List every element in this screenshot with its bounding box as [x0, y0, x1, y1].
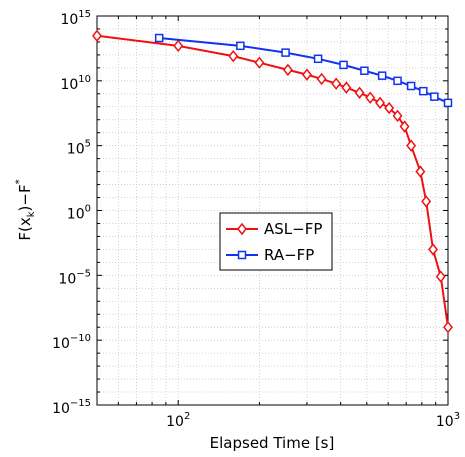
x-tick-label: 102 [166, 411, 190, 430]
data-point-ra-fp [430, 92, 439, 101]
data-point-asl-fp [331, 77, 342, 90]
legend-label-ra-fp: RA−FP [264, 246, 314, 264]
y-tick-label: 1010 [60, 74, 91, 93]
grid [96, 15, 449, 406]
x-tick-label: 103 [436, 411, 460, 430]
data-point-asl-fp [375, 96, 386, 110]
data-point-ra-fp [406, 81, 416, 91]
data-point-asl-fp [392, 109, 403, 123]
data-point-asl-fp [399, 120, 410, 133]
y-tick-label: 105 [67, 139, 91, 158]
y-tick-label: 10−5 [58, 268, 91, 287]
data-point-asl-fp [354, 86, 365, 99]
data-point-asl-fp [428, 243, 438, 256]
legend-label-asl-fp: ASL−FP [264, 220, 322, 238]
data-point-asl-fp [384, 101, 395, 115]
data-point-asl-fp [228, 49, 239, 63]
y-axis-label: F(xk)−F* [14, 179, 37, 240]
legend-marker-ra-fp [237, 250, 247, 260]
x-tick-labels: 102 103 [166, 411, 460, 430]
legend-box [219, 212, 333, 271]
data-point-ra-fp [443, 98, 453, 108]
data-point-asl-fp [92, 29, 102, 42]
data-point-asl-fp [301, 68, 312, 81]
data-point-ra-fp [313, 54, 323, 64]
data-point-asl-fp [365, 91, 376, 104]
data-point-ra-fp [339, 60, 348, 70]
y-tick-label: 1015 [60, 9, 91, 28]
data-point-ra-fp [236, 41, 245, 51]
plot-frame [96, 15, 449, 406]
series-line-ra-fp [159, 37, 449, 104]
data-point-ra-fp [419, 86, 428, 96]
tick-marks [96, 15, 449, 406]
data-point-ra-fp [393, 76, 402, 86]
data-point-asl-fp [415, 165, 426, 178]
data-point-ra-fp [360, 66, 369, 75]
data-point-asl-fp [173, 39, 184, 53]
y-tick-label: 10−15 [52, 398, 91, 417]
legend-marker-asl-fp [237, 222, 247, 236]
data-point-ra-fp [377, 71, 387, 80]
data-point-asl-fp [435, 270, 446, 283]
y-tick-label: 10−10 [52, 333, 91, 352]
data-point-asl-fp [282, 63, 293, 77]
legend: ASL−FP RA−FP [219, 212, 333, 271]
data-point-asl-fp [421, 195, 432, 208]
data-point-asl-fp [406, 139, 417, 152]
data-point-asl-fp [341, 81, 352, 94]
data-point-asl-fp [316, 72, 327, 86]
data-point-asl-fp [443, 320, 453, 334]
y-tick-labels: 1015 1010 105 100 10−5 10−10 10−15 [52, 9, 91, 417]
y-tick-label: 100 [67, 204, 91, 223]
x-axis-label: Elapsed Time [s] [210, 434, 335, 452]
data-point-asl-fp [254, 56, 265, 69]
series-group [92, 29, 453, 334]
data-point-ra-fp [154, 33, 164, 43]
data-point-ra-fp [281, 48, 290, 57]
